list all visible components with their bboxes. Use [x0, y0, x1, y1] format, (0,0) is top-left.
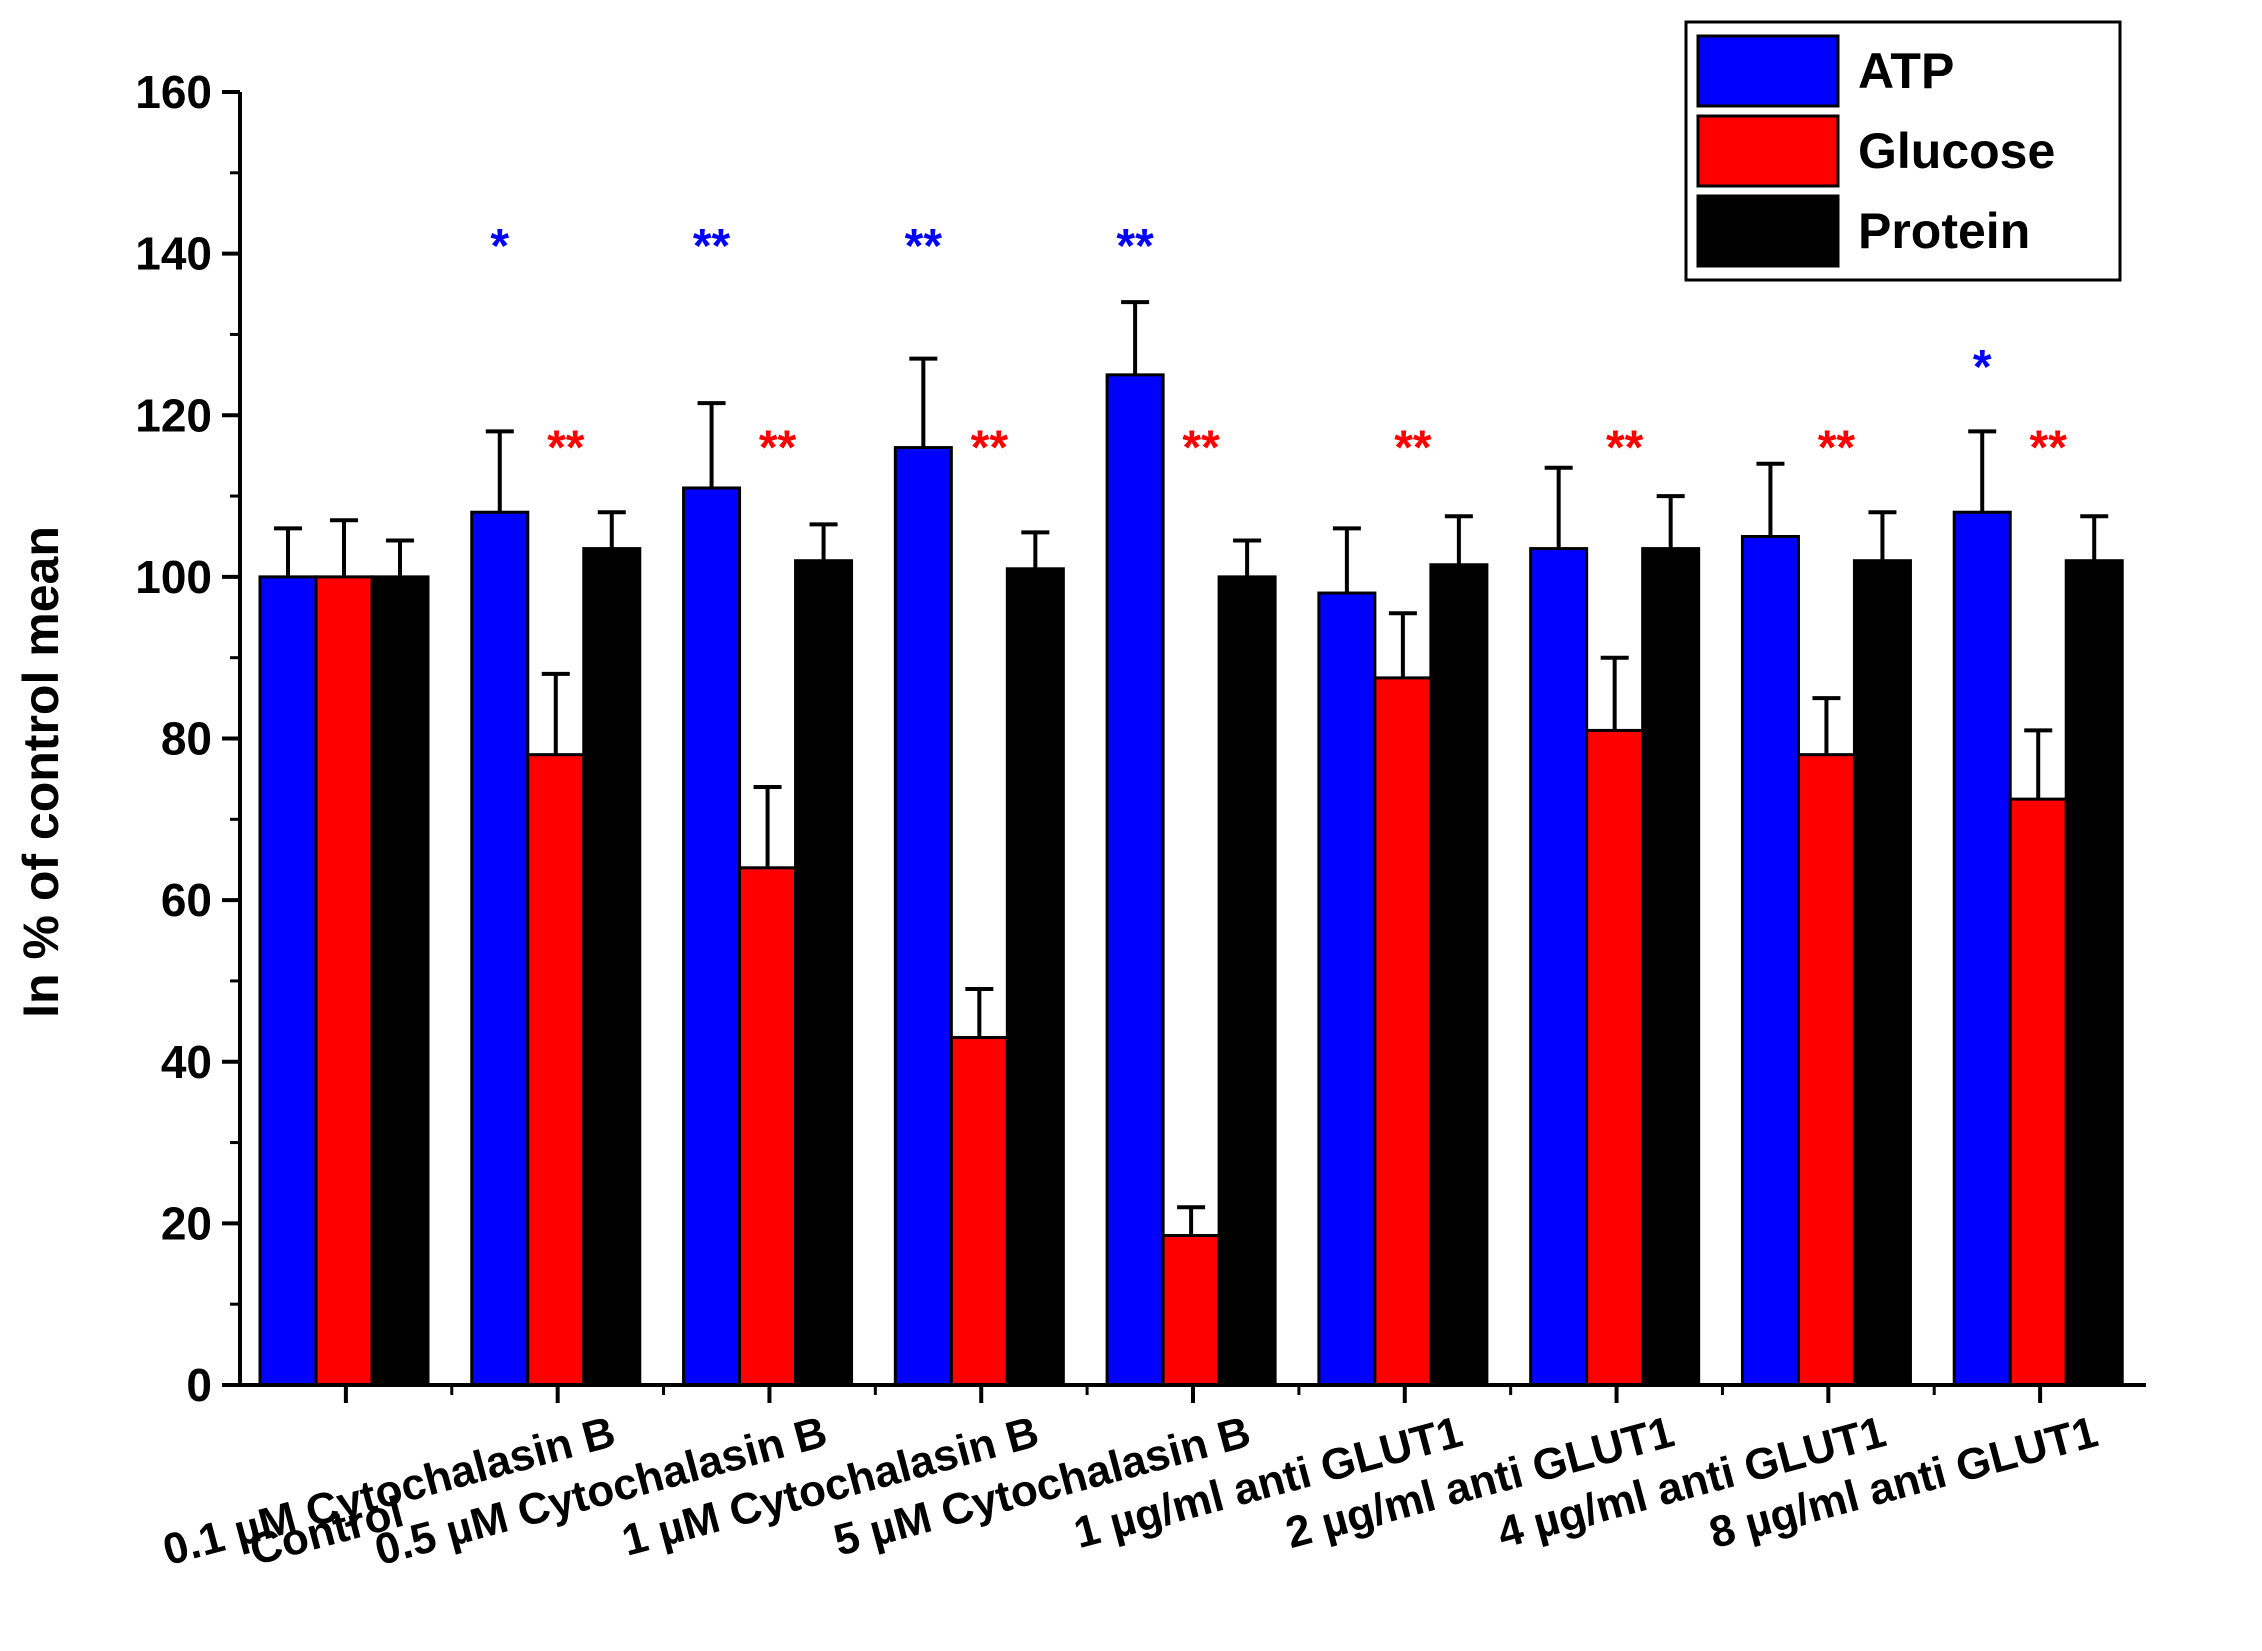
significance-glucose-6: **	[1606, 422, 1644, 475]
bar-atp-8	[1952, 510, 2012, 1387]
bar-glucose-1	[526, 753, 586, 1387]
axes-layer	[222, 90, 2146, 1403]
y-tick-label-80: 80	[161, 713, 212, 765]
significance-atp-2: **	[693, 220, 731, 273]
bar-atp-5	[1317, 591, 1377, 1387]
significance-glucose-5: **	[1394, 422, 1432, 475]
legend-swatch-atp	[1696, 34, 1840, 108]
bar-atp-1	[470, 510, 530, 1387]
significance-glucose-2: **	[759, 422, 797, 475]
legend-swatch-protein	[1696, 194, 1840, 268]
legend-label-atp: ATP	[1858, 43, 1954, 99]
y-tick-label-60: 60	[161, 874, 212, 926]
bar-glucose-5	[1373, 676, 1433, 1387]
significance-atp-8: *	[1973, 341, 1992, 394]
y-tick-label-40: 40	[161, 1036, 212, 1088]
significance-glucose-8: **	[2030, 422, 2068, 475]
bar-protein-0	[370, 575, 430, 1387]
bar-glucose-7	[1796, 753, 1856, 1387]
y-tick-label-140: 140	[135, 228, 212, 280]
y-tick-label-160: 160	[135, 66, 212, 118]
bar-atp-7	[1740, 534, 1800, 1387]
bar-protein-4	[1217, 575, 1277, 1387]
bar-glucose-8	[2008, 797, 2068, 1387]
significance-atp-4: **	[1116, 220, 1154, 273]
bar-atp-2	[682, 486, 742, 1387]
bar-protein-2	[794, 559, 854, 1387]
bar-protein-1	[582, 547, 642, 1387]
bar-atp-3	[893, 446, 953, 1387]
significance-glucose-7: **	[1818, 422, 1856, 475]
bar-atp-4	[1105, 373, 1165, 1387]
bar-protein-7	[1852, 559, 1912, 1387]
legend-label-protein: Protein	[1858, 203, 2030, 259]
bar-protein-5	[1429, 563, 1489, 1387]
legend-label-glucose: Glucose	[1858, 123, 2055, 179]
bars-layer	[258, 300, 2124, 1387]
significance-glucose-1: **	[547, 422, 585, 475]
bar-atp-0	[258, 575, 318, 1387]
significance-glucose-4: **	[1182, 422, 1220, 475]
bar-atp-6	[1529, 547, 1589, 1387]
bar-protein-6	[1641, 547, 1701, 1387]
bar-glucose-2	[738, 866, 798, 1387]
significance-atp-3: **	[905, 220, 943, 273]
y-tick-label-20: 20	[161, 1197, 212, 1249]
y-axis-title: In % of control mean	[13, 526, 69, 1018]
bar-glucose-3	[949, 1036, 1009, 1387]
legend: ATP Glucose Protein	[1684, 20, 2122, 282]
bar-glucose-4	[1161, 1233, 1221, 1387]
legend-swatch-glucose	[1696, 114, 1840, 188]
bar-glucose-0	[314, 575, 374, 1387]
bar-protein-3	[1005, 567, 1065, 1387]
y-tick-label-120: 120	[135, 389, 212, 441]
y-tick-label-0: 0	[186, 1359, 212, 1411]
bar-glucose-6	[1585, 728, 1645, 1387]
significance-glucose-3: **	[971, 422, 1009, 475]
y-tick-label-100: 100	[135, 551, 212, 603]
significance-atp-1: *	[490, 220, 509, 273]
bar-protein-8	[2064, 559, 2124, 1387]
